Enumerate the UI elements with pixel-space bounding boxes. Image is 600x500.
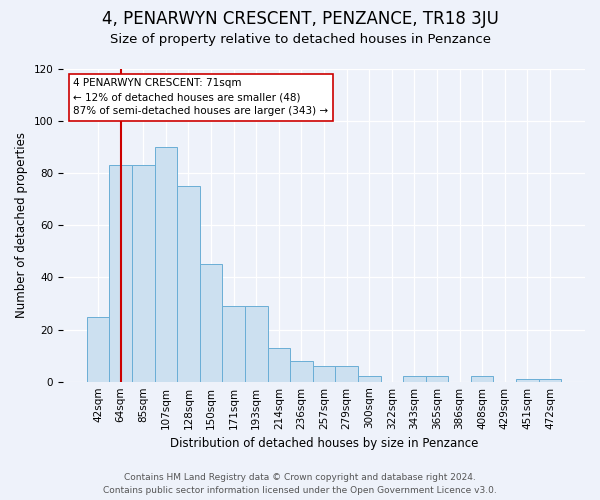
Bar xyxy=(245,306,268,382)
Bar xyxy=(313,366,335,382)
Bar xyxy=(223,306,245,382)
Bar xyxy=(403,376,425,382)
Bar xyxy=(155,147,177,382)
Bar xyxy=(335,366,358,382)
Bar xyxy=(177,186,200,382)
Text: Contains HM Land Registry data © Crown copyright and database right 2024.
Contai: Contains HM Land Registry data © Crown c… xyxy=(103,474,497,495)
Y-axis label: Number of detached properties: Number of detached properties xyxy=(15,132,28,318)
Text: Size of property relative to detached houses in Penzance: Size of property relative to detached ho… xyxy=(110,32,491,46)
Bar xyxy=(471,376,493,382)
Bar xyxy=(132,166,155,382)
Text: 4, PENARWYN CRESCENT, PENZANCE, TR18 3JU: 4, PENARWYN CRESCENT, PENZANCE, TR18 3JU xyxy=(101,10,499,28)
Bar xyxy=(290,361,313,382)
Bar xyxy=(358,376,380,382)
Bar xyxy=(425,376,448,382)
X-axis label: Distribution of detached houses by size in Penzance: Distribution of detached houses by size … xyxy=(170,437,478,450)
Bar xyxy=(109,166,132,382)
Bar xyxy=(539,379,561,382)
Bar xyxy=(200,264,223,382)
Bar xyxy=(516,379,539,382)
Text: 4 PENARWYN CRESCENT: 71sqm
← 12% of detached houses are smaller (48)
87% of semi: 4 PENARWYN CRESCENT: 71sqm ← 12% of deta… xyxy=(73,78,329,116)
Bar xyxy=(87,316,109,382)
Bar xyxy=(268,348,290,382)
